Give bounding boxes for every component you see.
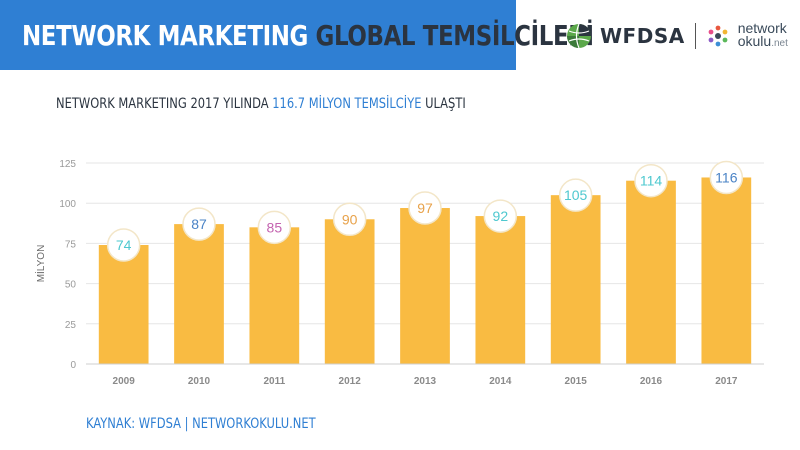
x-tick-label: 2009: [113, 376, 136, 387]
title-part-1: NETWORK MARKETING: [22, 18, 308, 52]
x-tick-label: 2013: [414, 376, 437, 387]
bar: [550, 195, 601, 364]
data-label-badge: [332, 202, 367, 237]
bar: [249, 227, 300, 364]
data-label-badge: [257, 210, 292, 245]
data-label-badge: [558, 178, 593, 212]
y-axis-label: MİLYON: [34, 245, 47, 283]
bar: [324, 219, 375, 364]
page-title: NETWORK MARKETING GLOBAL TEMSİLCİLERİ: [22, 19, 594, 52]
chart-subtitle: NETWORK MARKETING 2017 YILINDA 116.7 MİL…: [56, 96, 466, 112]
x-tick-label: 2016: [640, 376, 663, 387]
x-tick-label: 2014: [489, 376, 512, 387]
data-label: 114: [640, 173, 663, 189]
bar: [400, 208, 450, 364]
networkokulu-line-1: network: [737, 20, 787, 36]
x-tick-label: 2011: [263, 376, 285, 387]
data-label: 85: [267, 219, 283, 235]
bar: [701, 177, 752, 364]
data-label: 116: [715, 169, 738, 185]
people-circle-icon: [708, 25, 728, 47]
data-label: 90: [342, 211, 358, 227]
bar: [174, 224, 224, 364]
networkokulu-line-2: okulu.net: [737, 33, 788, 50]
y-tick-label: 50: [65, 280, 77, 291]
data-label-badge: [634, 163, 668, 198]
y-tick-label: 0: [70, 360, 76, 371]
y-tick-label: 25: [65, 320, 77, 331]
data-label: 105: [564, 187, 588, 203]
subtitle-highlight: 116.7 MİLYON TEMSİLCİYE: [272, 96, 422, 112]
bar: [98, 245, 149, 364]
data-label: 87: [191, 216, 207, 232]
title-banner: NETWORK MARKETING GLOBAL TEMSİLCİLERİ: [0, 0, 594, 70]
networkokulu-tld: .net: [771, 38, 788, 49]
data-label-badge: [483, 199, 518, 233]
x-tick-label: 2010: [188, 376, 211, 387]
bar: [626, 180, 676, 364]
data-label-badge: [709, 160, 744, 195]
y-tick-label: 125: [59, 159, 76, 170]
data-label-badge: [182, 207, 216, 241]
x-tick-label: 2015: [565, 376, 588, 387]
wfdsa-logo-text: WFDSA: [600, 24, 685, 48]
networkokulu-logo-text: network okulu.net: [737, 20, 788, 50]
logo-group: WFDSA network okulu.net: [566, 20, 788, 52]
bar: [475, 216, 526, 364]
title-part-2: GLOBAL TEMSİLCİLERİ: [315, 18, 595, 52]
data-label-badge: [408, 191, 442, 225]
source-footer: KAYNAK: WFDSA | NETWORKOKULU.NET: [86, 416, 316, 432]
data-label: 74: [116, 237, 132, 253]
data-label: 97: [417, 200, 433, 216]
y-tick-label: 75: [65, 239, 77, 250]
data-label-badge: [106, 228, 141, 262]
subtitle-part-3: ULAŞTI: [421, 96, 466, 112]
networkokulu-word: okulu: [737, 33, 772, 49]
x-tick-label: 2012: [339, 376, 362, 387]
x-tick-label: 2017: [715, 376, 738, 387]
y-tick-label: 100: [59, 199, 76, 210]
subtitle-part-1: NETWORK MARKETING 2017 YILINDA: [56, 96, 273, 112]
logo-divider: [694, 23, 696, 49]
data-label: 92: [493, 208, 509, 224]
globe-icon: [567, 23, 591, 49]
